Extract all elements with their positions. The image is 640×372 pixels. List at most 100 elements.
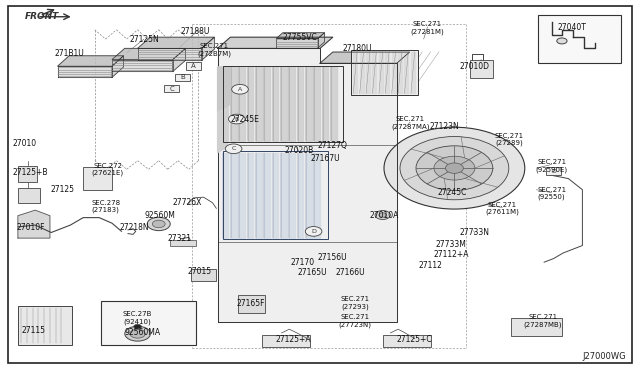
Bar xyxy=(170,240,196,246)
Circle shape xyxy=(232,84,248,94)
Circle shape xyxy=(384,127,525,209)
Text: 27010A: 27010A xyxy=(369,211,399,219)
Text: C: C xyxy=(169,86,174,92)
Polygon shape xyxy=(318,33,324,48)
Circle shape xyxy=(375,211,390,219)
Circle shape xyxy=(305,227,322,236)
Text: 27321: 27321 xyxy=(167,234,191,243)
Bar xyxy=(18,306,72,345)
Circle shape xyxy=(147,217,170,231)
Text: (27281M): (27281M) xyxy=(411,28,444,35)
Text: SEC.271: SEC.271 xyxy=(413,21,442,27)
Polygon shape xyxy=(276,33,324,38)
Text: SEC.271: SEC.271 xyxy=(200,44,229,49)
Text: 27733N: 27733N xyxy=(460,228,490,237)
Text: (27293): (27293) xyxy=(341,304,369,310)
Circle shape xyxy=(228,114,245,124)
Bar xyxy=(223,151,328,239)
Text: J27000WG: J27000WG xyxy=(582,352,626,361)
Text: 27156U: 27156U xyxy=(318,253,348,262)
Polygon shape xyxy=(202,37,214,60)
Text: 27010: 27010 xyxy=(12,139,36,148)
Text: 27726X: 27726X xyxy=(172,198,202,207)
Circle shape xyxy=(379,213,387,217)
Text: 27165U: 27165U xyxy=(298,268,327,277)
Text: A: A xyxy=(191,63,196,69)
Polygon shape xyxy=(218,37,333,48)
Circle shape xyxy=(125,326,150,341)
Polygon shape xyxy=(138,48,202,60)
Text: 27125N: 27125N xyxy=(129,35,159,44)
Text: 27218N: 27218N xyxy=(120,223,149,232)
Text: 271B1U: 271B1U xyxy=(54,49,84,58)
Bar xyxy=(262,335,310,347)
Text: (27289): (27289) xyxy=(495,140,523,147)
Bar xyxy=(511,318,562,336)
Bar xyxy=(18,188,40,203)
Text: 27733M: 27733M xyxy=(436,240,467,249)
Circle shape xyxy=(130,329,145,338)
Polygon shape xyxy=(112,56,124,77)
Text: (92550): (92550) xyxy=(538,194,566,201)
Bar xyxy=(238,295,265,313)
Bar xyxy=(101,301,196,345)
Text: (27611M): (27611M) xyxy=(486,209,519,215)
Text: SEC.271: SEC.271 xyxy=(528,314,557,320)
Text: 27010F: 27010F xyxy=(17,223,45,232)
Text: (27183): (27183) xyxy=(92,207,120,214)
Text: 27112: 27112 xyxy=(418,262,442,270)
Text: C: C xyxy=(232,146,236,151)
Text: B: B xyxy=(235,116,239,122)
Polygon shape xyxy=(18,210,50,238)
Text: (27621E): (27621E) xyxy=(92,170,124,176)
Bar xyxy=(538,15,621,63)
Circle shape xyxy=(225,144,242,154)
Text: (27287MB): (27287MB) xyxy=(524,321,562,328)
Text: 27010D: 27010D xyxy=(460,62,490,71)
Text: A: A xyxy=(238,87,242,92)
Text: 27245C: 27245C xyxy=(437,188,467,197)
Circle shape xyxy=(134,324,141,329)
Text: SEC.271: SEC.271 xyxy=(340,314,370,320)
Bar xyxy=(175,74,190,81)
Text: SEC.278: SEC.278 xyxy=(91,200,120,206)
Text: 27166U: 27166U xyxy=(336,268,365,277)
Text: 92560MA: 92560MA xyxy=(124,328,160,337)
Text: 27125+B: 27125+B xyxy=(13,169,49,177)
Text: (27287MA): (27287MA) xyxy=(391,123,429,130)
Text: 27020B: 27020B xyxy=(285,146,314,155)
Text: (272B7M): (272B7M) xyxy=(197,51,232,57)
Polygon shape xyxy=(112,48,186,60)
Bar xyxy=(546,167,561,175)
Text: 27123N: 27123N xyxy=(430,122,460,131)
Text: SEC.271: SEC.271 xyxy=(488,202,517,208)
Polygon shape xyxy=(58,66,112,77)
Bar xyxy=(18,166,37,182)
Text: FRONT: FRONT xyxy=(24,12,59,21)
Bar xyxy=(164,85,179,92)
Polygon shape xyxy=(138,37,214,48)
Bar xyxy=(83,167,112,190)
Text: B: B xyxy=(180,74,185,80)
Polygon shape xyxy=(58,56,124,66)
Circle shape xyxy=(445,163,463,173)
Bar xyxy=(186,62,201,70)
Polygon shape xyxy=(173,48,186,71)
Circle shape xyxy=(400,137,509,200)
Text: 27167U: 27167U xyxy=(310,154,340,163)
Text: SEC.271: SEC.271 xyxy=(396,116,425,122)
Text: SEC.271: SEC.271 xyxy=(537,187,566,193)
Bar xyxy=(223,66,343,142)
Text: SEC.271: SEC.271 xyxy=(537,159,566,165)
Text: 27127Q: 27127Q xyxy=(318,141,348,150)
Text: 27180U: 27180U xyxy=(342,44,372,53)
Circle shape xyxy=(434,156,475,180)
Polygon shape xyxy=(276,38,318,48)
Circle shape xyxy=(557,38,567,44)
Text: 27125+A: 27125+A xyxy=(275,335,311,344)
Text: SEC.271: SEC.271 xyxy=(494,133,524,139)
Polygon shape xyxy=(218,112,227,153)
Polygon shape xyxy=(112,60,173,71)
Text: 27245E: 27245E xyxy=(230,115,259,124)
Circle shape xyxy=(416,146,493,190)
